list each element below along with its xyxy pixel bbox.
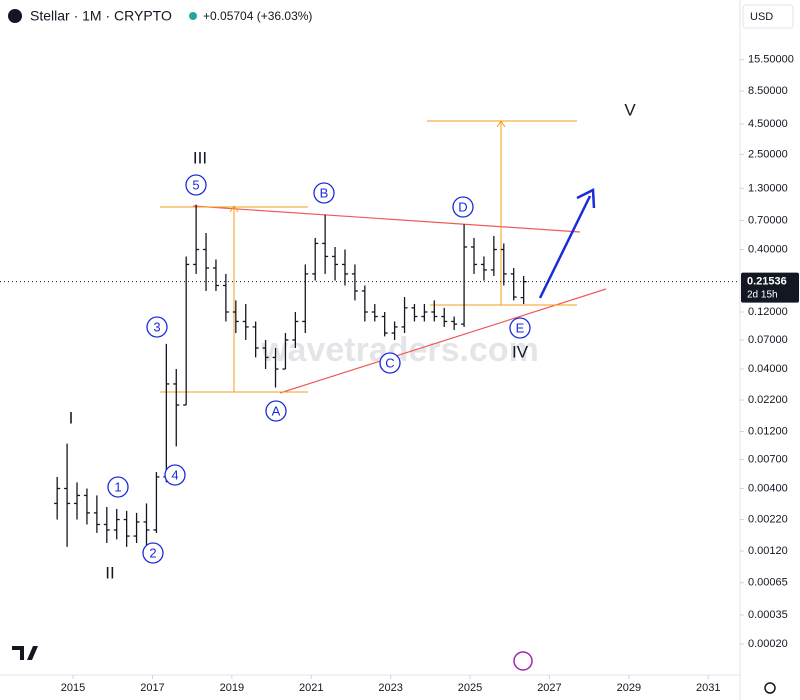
wave-circle <box>313 182 335 204</box>
y-tick-label: 0.00020 <box>748 638 788 650</box>
change: +0.05704 (+36.03%) <box>203 9 312 23</box>
y-tick-label: 0.00700 <box>748 453 788 465</box>
currency[interactable]: USD <box>750 11 773 23</box>
y-tick-label: 0.00035 <box>748 609 788 621</box>
wave-label: D <box>458 199 467 214</box>
y-tick-label: 0.40000 <box>748 243 788 255</box>
drawings <box>160 120 607 394</box>
wave-label: I <box>69 408 74 427</box>
y-tick-label: 0.07000 <box>748 334 788 346</box>
wave-label: 5 <box>192 177 199 192</box>
x-tick-label: 2027 <box>537 682 561 694</box>
settings-icon[interactable] <box>764 682 776 694</box>
y-tick-label: 0.00065 <box>748 577 788 589</box>
x-tick-label: 2031 <box>696 682 720 694</box>
wave-label: B <box>320 185 329 200</box>
trendline <box>279 288 607 394</box>
x-tick-label: 2029 <box>617 682 641 694</box>
wave-circle <box>146 316 168 338</box>
x-tick-label: 2023 <box>378 682 402 694</box>
wave-circle <box>509 317 531 339</box>
wave-circle <box>379 352 401 374</box>
wave-circle <box>107 476 129 498</box>
y-tick-label: 0.02200 <box>748 394 788 406</box>
wave-label: 3 <box>153 319 160 334</box>
y-tick-label: 8.50000 <box>748 85 788 97</box>
y-tick-label: 15.50000 <box>748 54 794 66</box>
wave-circle <box>185 174 207 196</box>
wave-label: IV <box>512 342 529 361</box>
y-tick-label: 0.70000 <box>748 214 788 226</box>
price-tag <box>741 272 799 303</box>
wave-label: C <box>385 355 394 370</box>
x-tick-label: 2025 <box>458 682 482 694</box>
wave-label: III <box>193 148 207 167</box>
price-label: 0.21536 <box>747 276 787 288</box>
x-tick-label: 2015 <box>61 682 85 694</box>
x-tick-label: 2019 <box>220 682 244 694</box>
y-tick-label: 0.01200 <box>748 425 788 437</box>
y-tick-label: 0.12000 <box>748 306 788 318</box>
flash-icon[interactable] <box>513 651 533 671</box>
y-tick-label: 2.50000 <box>748 148 788 160</box>
wave-label: 4 <box>171 467 178 482</box>
logo[interactable] <box>12 646 38 660</box>
measure <box>160 120 577 393</box>
wave-label: E <box>516 320 525 335</box>
wave-label: V <box>624 100 636 119</box>
y-tick-label: 4.50000 <box>748 118 788 130</box>
wave-label: 1 <box>114 479 121 494</box>
x-tick-label: 2017 <box>140 682 164 694</box>
wave-label: A <box>272 403 281 418</box>
countdown: 2d 15h <box>747 289 778 300</box>
y-tick-label: 0.00120 <box>748 545 788 557</box>
trendline <box>192 205 581 233</box>
currency-button[interactable] <box>742 4 794 29</box>
arrow-head <box>576 188 596 209</box>
symbol-icon <box>8 9 22 23</box>
symbol: Stellar · 1M · CRYPTO <box>30 8 172 24</box>
arrow <box>538 195 592 299</box>
wave-label: II <box>105 563 114 582</box>
y-tick-label: 0.04000 <box>748 363 788 375</box>
x-tick-label: 2021 <box>299 682 323 694</box>
wave-circle <box>265 400 287 422</box>
wave-circle <box>142 542 164 564</box>
status-dot <box>189 12 197 20</box>
wave-circle <box>164 464 186 486</box>
y-tick-label: 1.30000 <box>748 182 788 194</box>
y-tick-label: 0.00400 <box>748 482 788 494</box>
y-tick-label: 0.00220 <box>748 513 788 525</box>
wave-label: 2 <box>149 545 156 560</box>
wave-circle <box>452 196 474 218</box>
